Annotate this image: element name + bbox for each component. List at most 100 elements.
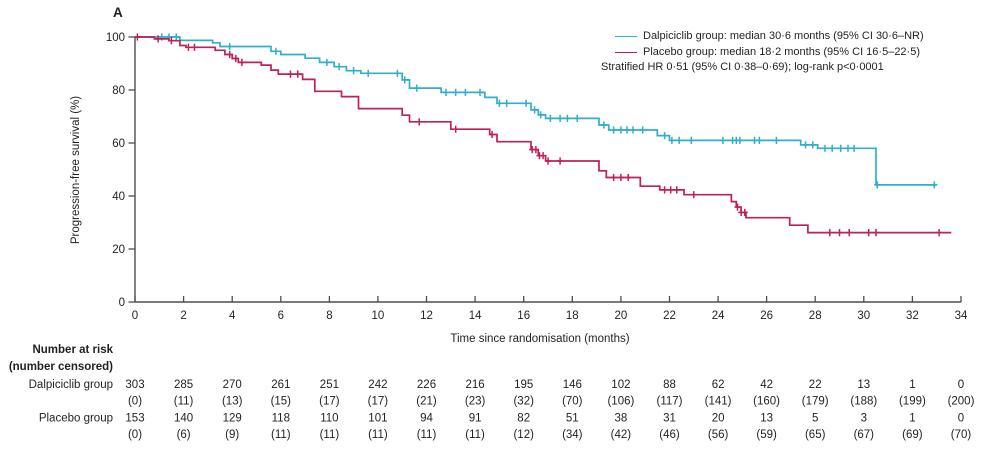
at-risk-value: 94 [420,413,433,425]
at-risk-value: 129 [223,413,242,425]
censor-tick [773,136,780,144]
at-risk-value: 82 [517,413,530,425]
censor-tick [851,144,858,152]
at-risk-value: 88 [663,379,676,391]
placebo-line-swatch [615,51,637,53]
censor-tick [846,229,853,237]
x-tick-label: 8 [326,310,332,322]
legend-row-placebo: Placebo group: median 18·2 months (95% C… [601,45,924,61]
censor-tick [452,125,459,133]
censor-tick [826,229,833,237]
censor-tick [557,157,564,165]
censor-tick [936,229,943,237]
censor-tick [365,69,372,77]
at-risk-value: 216 [466,379,485,391]
at-risk-value: 285 [174,379,193,391]
censored-value: (13) [222,396,243,408]
censor-tick [155,35,162,43]
censor-tick [734,203,741,211]
censored-value: (11) [368,429,388,441]
censor-tick [837,144,844,152]
censored-value: (11) [320,429,340,441]
legend-label-placebo: Placebo group: median 18·2 months (95% C… [643,45,920,58]
risk-table-subheader: (number censored) [9,361,113,373]
censor-tick [477,88,483,96]
x-tick-label: 6 [278,310,284,322]
censor-tick [532,146,539,154]
at-risk-value: 303 [125,379,144,391]
censor-tick [624,126,630,134]
censored-value: (106) [607,396,634,408]
y-tick-label: 40 [112,191,125,203]
censor-tick [226,42,233,51]
risk-table-header: Number at risk [32,344,113,356]
at-risk-value: 140 [174,413,193,425]
x-tick-label: 26 [760,310,773,322]
censored-value: (9) [225,429,239,441]
censored-value: (65) [805,429,826,441]
x-tick-label: 2 [180,310,186,322]
censor-tick [547,114,554,122]
censor-tick [690,191,697,199]
at-risk-value: 118 [272,413,290,425]
at-risk-value: 242 [368,379,387,391]
censor-tick [413,84,420,92]
censor-tick [809,141,816,149]
y-tick-group: 0 20 40 60 80 100 [106,32,135,309]
at-risk-value: 42 [760,379,773,391]
x-tick-label: 20 [615,310,628,322]
at-risk-value: 3 [861,413,867,425]
at-risk-value: 251 [320,379,339,391]
censor-tick [617,173,624,182]
y-tick-label: 0 [119,297,125,309]
censored-value: (17) [319,396,340,408]
censor-tick [537,111,544,119]
censor-tick [232,54,239,63]
censored-value: (70) [562,396,583,408]
censored-value: (42) [611,429,632,441]
censor-tick [185,43,192,51]
censor-tick [668,136,675,144]
at-risk-value: 270 [223,379,242,391]
censor-tick [287,70,294,78]
legend: Dalpiciclib group: median 30·6 months (9… [601,29,924,76]
censored-value: (11) [417,429,437,441]
censor-tick [688,136,695,144]
legend-row-dalpiciclib: Dalpiciclib group: median 30·6 months (9… [601,29,924,45]
censored-value: (12) [513,429,534,441]
at-risk-value: 226 [417,379,436,391]
censored-value: (56) [708,429,729,441]
x-tick-label: 0 [132,310,138,322]
risk-table: Number at risk (number censored) Dalpicicl… [9,344,975,441]
censored-value: (11) [271,429,291,441]
x-tick-label: 12 [420,310,433,322]
censor-tick [462,88,469,96]
censor-tick [134,33,141,41]
y-tick-label: 100 [106,32,125,44]
censor-tick [272,47,279,55]
censor-tick [802,141,809,149]
censor-tick [238,58,245,66]
censored-value: (160) [753,396,780,408]
censor-tick [489,130,496,139]
censor-tick [676,136,683,144]
placebo-curve [135,36,952,234]
at-risk-value: 91 [469,413,482,425]
censored-value: (199) [899,396,926,408]
censored-value: (117) [657,396,683,408]
at-risk-value: 22 [809,379,822,391]
censor-tick [394,69,401,77]
censor-tick [756,136,763,144]
censor-tick [600,121,607,129]
censor-tick [625,173,632,182]
at-risk-value: 38 [615,413,628,425]
censor-tick [639,126,646,134]
censor-tick [736,136,743,144]
x-tick-label: 28 [809,310,822,322]
censored-value: (0) [128,429,142,441]
at-risk-value: 20 [712,413,725,425]
censored-value: (46) [659,429,680,441]
censor-tick [667,186,674,194]
censor-tick [610,173,617,182]
